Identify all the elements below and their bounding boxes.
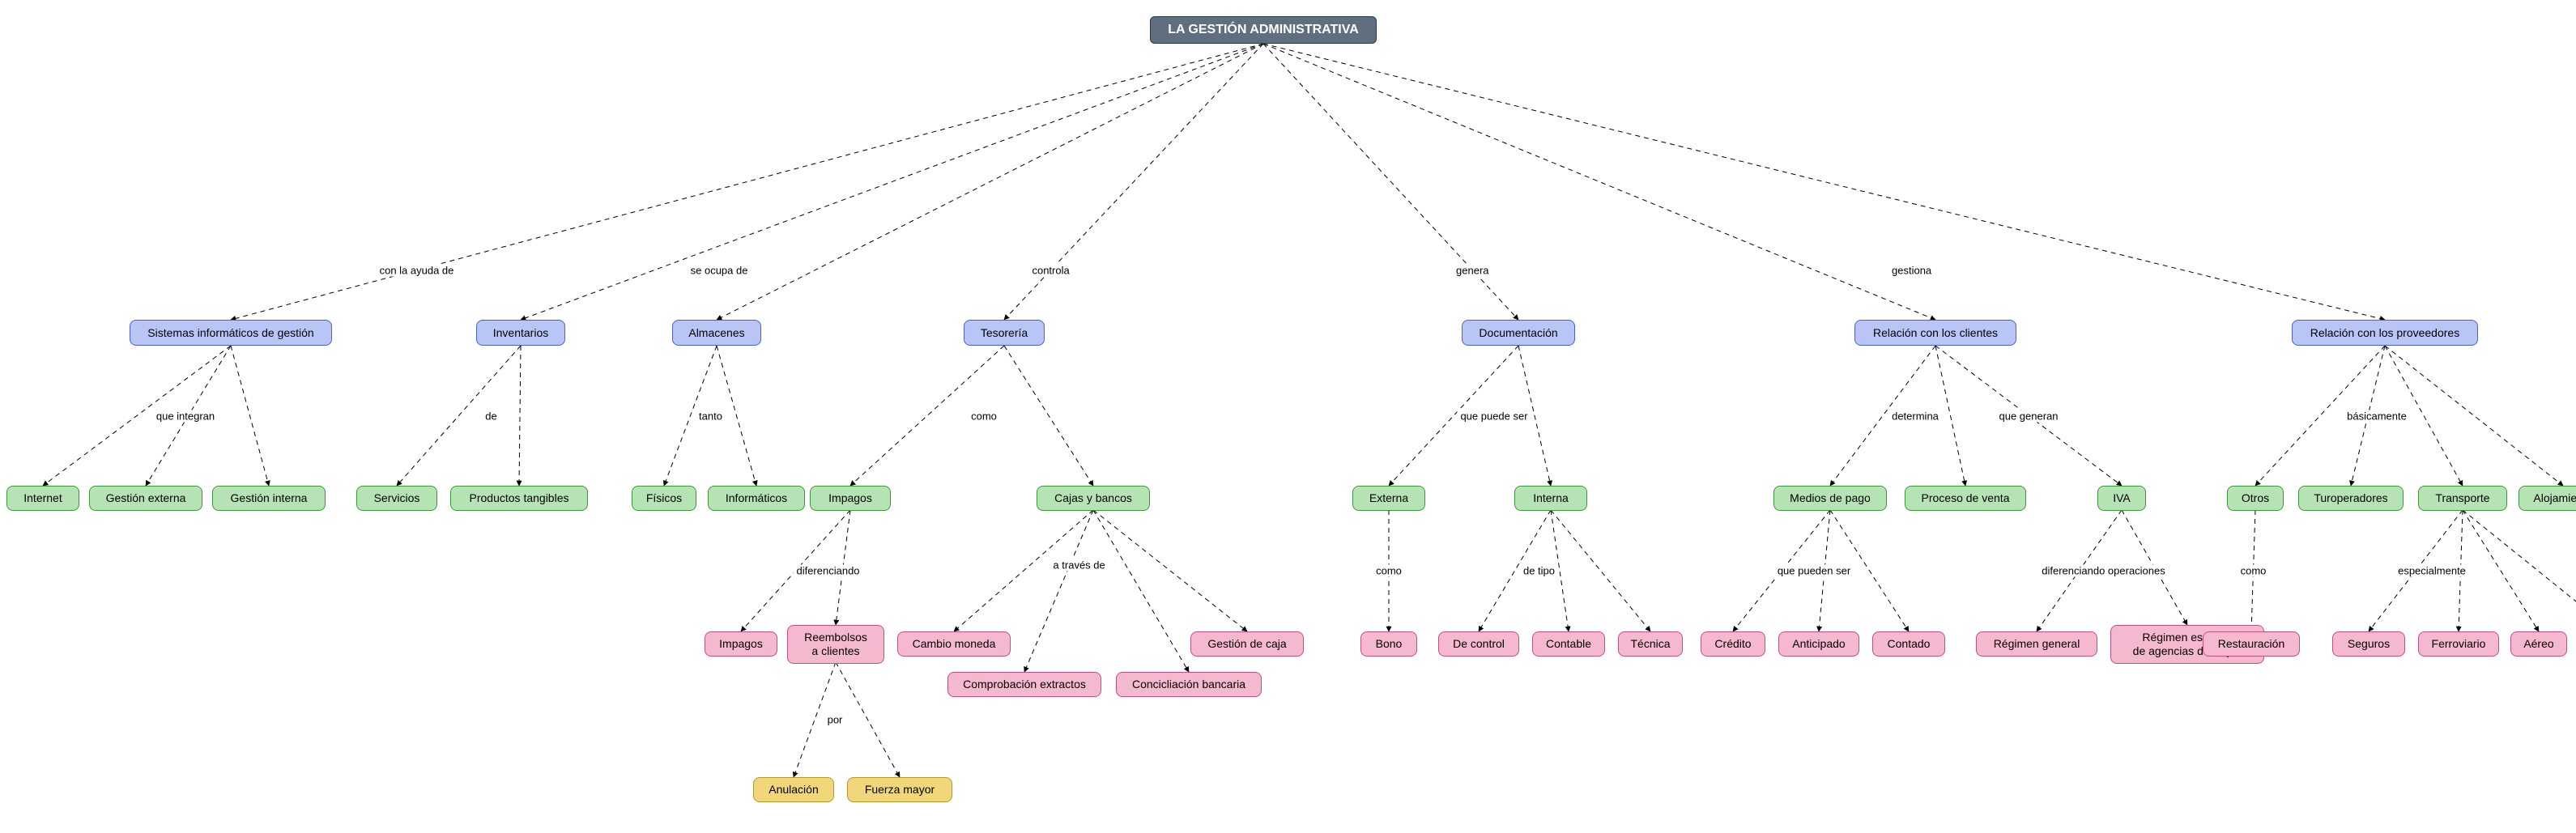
edge-g_int-p_tec xyxy=(1551,510,1650,631)
node-p_ctrl: De control xyxy=(1438,631,1519,657)
node-g_mpago: Medios de pago xyxy=(1773,486,1887,511)
node-g_gint: Gestión interna xyxy=(212,486,326,511)
edge-label-g_ext-p_bono: como xyxy=(1373,565,1405,577)
node-p_aereo: Aéreo xyxy=(2510,631,2567,657)
node-g_serv: Servicios xyxy=(356,486,437,511)
node-p_rgen: Régimen general xyxy=(1976,631,2097,657)
edge-label-root-tes: controla xyxy=(1028,264,1072,276)
node-p_seg: Seguros xyxy=(2332,631,2405,657)
edge-label-rcli-g_mpago: determina xyxy=(1888,410,1942,422)
edge-sig-g_gint xyxy=(231,346,269,486)
edge-tes-g_cajb xyxy=(1004,346,1093,486)
edge-root-rprov xyxy=(1263,44,2385,320)
node-g_iva: IVA xyxy=(2097,486,2146,511)
node-alm: Almacenes xyxy=(672,320,761,346)
edge-g_cajb-p_gcaja xyxy=(1093,510,1247,631)
edge-label-g_iva-p_rgen: diferenciando operaciones xyxy=(2038,565,2169,577)
node-y_anul: Anulación xyxy=(753,777,834,802)
edge-inv-g_serv xyxy=(397,346,521,486)
node-p_cont: Contable xyxy=(1532,631,1605,657)
edge-label-rprov-g_otros: básicamente xyxy=(2344,410,2410,422)
node-tes: Tesorería xyxy=(964,320,1045,346)
node-p_imp2: Impagos xyxy=(705,631,777,657)
edge-label-g_otros-p_rest: como xyxy=(2238,565,2270,577)
node-sig: Sistemas informáticos de gestión xyxy=(130,320,332,346)
node-inv: Inventarios xyxy=(476,320,565,346)
edge-label-root-doc: genera xyxy=(1453,264,1492,276)
node-g_transp: Transporte xyxy=(2418,486,2507,511)
node-g_inf: Informáticos xyxy=(708,486,805,511)
node-rprov: Relación con los proveedores xyxy=(2292,320,2478,346)
node-p_reemb: Reembolsos a clientes xyxy=(787,625,884,664)
edge-root-inv xyxy=(521,44,1263,320)
edge-label-sig-g_internet: que integran xyxy=(153,410,218,422)
edge-label-g_cajb-p_camb: a través de xyxy=(1050,559,1108,571)
node-p_bono: Bono xyxy=(1360,631,1417,657)
node-g_turop: Turoperadores xyxy=(2298,486,2404,511)
edge-label-alm-g_fis: tanto xyxy=(696,410,726,422)
edge-label-g_imp-p_imp2: diferenciando xyxy=(793,565,862,577)
edge-label-root-sig: con la ayuda de xyxy=(377,264,458,276)
node-g_internet: Internet xyxy=(6,486,79,511)
node-p_compr: Comprobación extractos xyxy=(947,672,1101,697)
node-p_tec: Técnica xyxy=(1618,631,1683,657)
edges-layer xyxy=(0,0,2576,833)
node-y_fmay: Fuerza mayor xyxy=(847,777,952,802)
edge-root-sig xyxy=(231,44,1263,320)
node-p_rest: Restauración xyxy=(2203,631,2300,657)
edge-label-g_transp-p_seg: especialmente xyxy=(2395,565,2469,577)
node-g_aloj: Alojamiento xyxy=(2519,486,2576,511)
edge-label-root-inv: se ocupa de xyxy=(688,264,752,276)
edge-root-doc xyxy=(1263,44,1518,320)
edge-label-doc-g_ext: que puede ser xyxy=(1457,410,1531,422)
node-g_cajb: Cajas y bancos xyxy=(1037,486,1150,511)
node-p_conc: Concicliación bancaria xyxy=(1116,672,1262,697)
edge-root-alm xyxy=(717,44,1263,320)
node-g_otros: Otros xyxy=(2227,486,2284,511)
edge-g_transp-p_mar xyxy=(2463,510,2576,631)
node-g_prodt: Productos tangibles xyxy=(450,486,588,511)
edge-root-tes xyxy=(1004,44,1263,320)
node-p_ferr: Ferroviario xyxy=(2418,631,2499,657)
edge-label-g_int-p_ctrl: de tipo xyxy=(1520,565,1558,577)
node-g_pventa: Proceso de venta xyxy=(1905,486,2026,511)
node-g_gext: Gestión externa xyxy=(89,486,202,511)
node-g_fis: Físicos xyxy=(632,486,696,511)
edge-g_cajb-p_compr xyxy=(1024,510,1093,672)
edge-label-rcli-g_iva: que generan xyxy=(1995,410,2061,422)
edge-label-tes-g_imp: como xyxy=(968,410,1000,422)
edge-g_transp-p_aereo xyxy=(2463,510,2539,631)
edge-g_cajb-p_camb xyxy=(954,510,1093,631)
edge-root-rcli xyxy=(1263,44,1935,320)
node-p_gcaja: Gestión de caja xyxy=(1190,631,1304,657)
node-p_camb: Cambio moneda xyxy=(897,631,1011,657)
edge-label-p_reemb-y_anul: por xyxy=(824,714,846,726)
edge-label-g_mpago-p_cred: que pueden ser xyxy=(1774,565,1854,577)
edge-rprov-g_aloj xyxy=(2385,346,2563,486)
node-p_contd: Contado xyxy=(1872,631,1945,657)
node-root: LA GESTIÓN ADMINISTRATIVA xyxy=(1150,16,1377,44)
edge-inv-g_prodt xyxy=(519,346,521,486)
node-g_int: Interna xyxy=(1514,486,1587,511)
node-p_cred: Crédito xyxy=(1701,631,1765,657)
node-g_ext: Externa xyxy=(1352,486,1425,511)
node-doc: Documentación xyxy=(1462,320,1575,346)
concept-map-canvas: con la ayuda de se ocupa de controla genera… xyxy=(0,0,2576,833)
edge-label-inv-g_serv: de xyxy=(482,410,500,422)
node-rcli: Relación con los clientes xyxy=(1854,320,2016,346)
node-g_imp: Impagos xyxy=(810,486,891,511)
edge-label-root-rcli: gestiona xyxy=(1888,264,1935,276)
node-p_antic: Anticipado xyxy=(1778,631,1859,657)
edge-g_cajb-p_conc xyxy=(1093,510,1189,672)
